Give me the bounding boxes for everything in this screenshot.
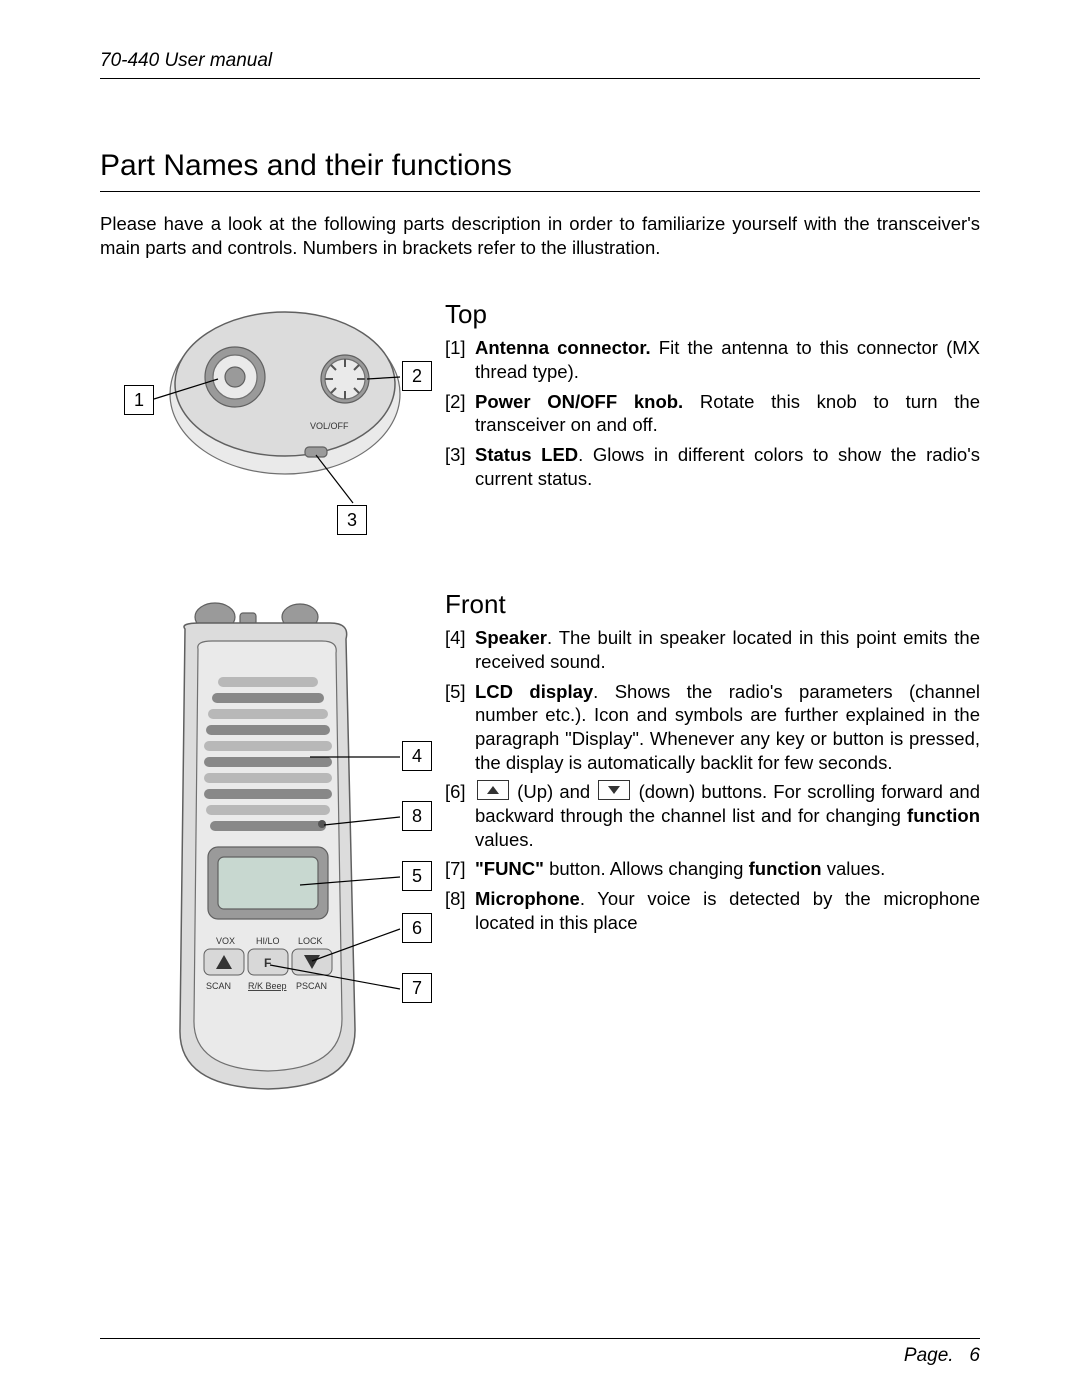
callout-8: 8 [402,801,432,831]
front-heading: Front [445,589,980,620]
svg-text:VOX: VOX [216,936,235,946]
intro-paragraph: Please have a look at the following part… [100,212,980,259]
svg-text:HI/LO: HI/LO [256,936,280,946]
callout-5: 5 [402,861,432,891]
footer-rule [100,1338,980,1339]
voloff-label: VOL/OFF [310,421,349,431]
list-item: [8] Microphone. Your voice is detected b… [445,887,980,934]
callout-7: 7 [402,973,432,1003]
illustration-top: VOL/OFF 1 2 3 [100,299,435,559]
callout-3: 3 [337,505,367,535]
illustration-front: VOX HI/LO LOCK F SCAN R/K Beep PSCAN [100,589,435,1109]
down-arrow-icon [598,780,630,800]
section-top: VOL/OFF 1 2 3 Top [1] Antenna connector.… [100,299,980,559]
svg-text:F: F [264,956,271,970]
svg-text:SCAN: SCAN [206,981,231,991]
list-item: [5] LCD display. Shows the radio's param… [445,680,980,775]
list-item: [4] Speaker. The built in speaker locate… [445,626,980,673]
callout-4: 4 [402,741,432,771]
page-title: Part Names and their functions [100,149,980,192]
list-item: [3] Status LED. Glows in different color… [445,443,980,490]
running-header: 70-440 User manual [100,50,980,79]
list-item: [1] Antenna connector. Fit the antenna t… [445,336,980,383]
svg-text:LOCK: LOCK [298,936,323,946]
up-arrow-icon [477,780,509,800]
top-view-svg: VOL/OFF [100,299,435,559]
list-item: [6] (Up) and (down) buttons. For scrolli… [445,780,980,851]
top-description: Top [1] Antenna connector. Fit the anten… [435,299,980,496]
top-heading: Top [445,299,980,330]
callout-1: 1 [124,385,154,415]
list-item: [2] Power ON/OFF knob. Rotate this knob … [445,390,980,437]
top-items: [1] Antenna connector. Fit the antenna t… [445,336,980,490]
callout-2: 2 [402,361,432,391]
front-description: Front [4] Speaker. The built in speaker … [435,589,980,940]
page: 70-440 User manual Part Names and their … [0,0,1080,1397]
svg-text:PSCAN: PSCAN [296,981,327,991]
front-items: [4] Speaker. The built in speaker locate… [445,626,980,934]
list-item: [7] "FUNC" button. Allows changing funct… [445,857,980,881]
page-footer: Page. 6 [904,1345,980,1367]
svg-text:R/K Beep: R/K Beep [248,981,287,991]
front-view-svg: VOX HI/LO LOCK F SCAN R/K Beep PSCAN [100,589,435,1109]
section-front: VOX HI/LO LOCK F SCAN R/K Beep PSCAN [100,589,980,1109]
callout-6: 6 [402,913,432,943]
